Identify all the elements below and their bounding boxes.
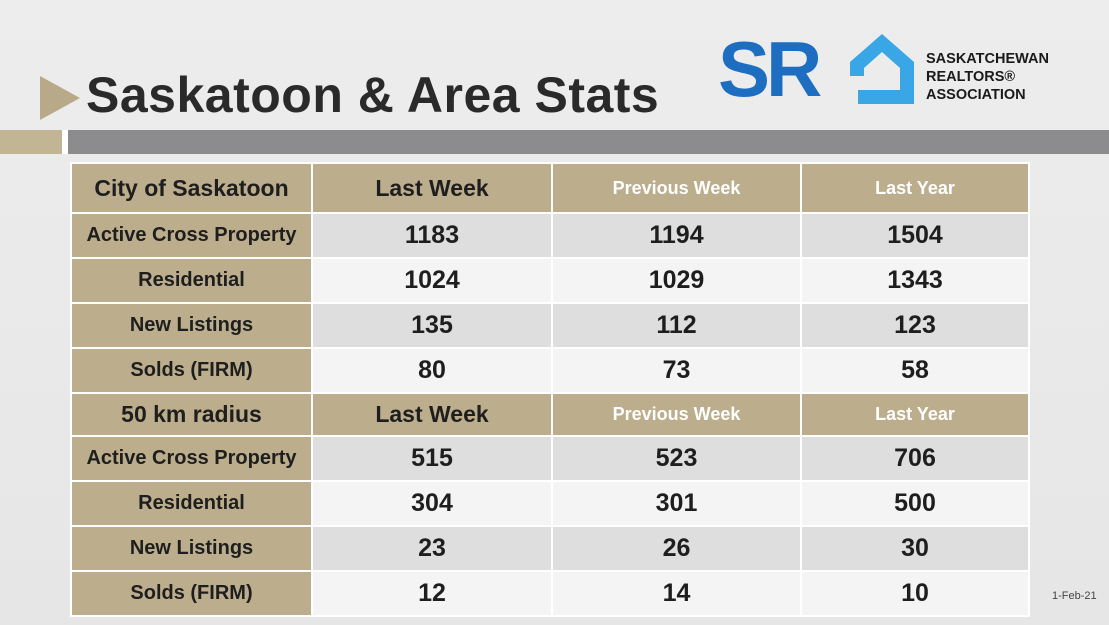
row-label: New Listings	[72, 527, 311, 570]
row-label: Active Cross Property	[72, 437, 311, 480]
cell-last-year: 1343	[802, 259, 1028, 302]
table-row: Residential 304 301 500	[72, 482, 1028, 525]
row-label: New Listings	[72, 304, 311, 347]
table-row: Active Cross Property 515 523 706	[72, 437, 1028, 480]
cell-last-week: 1024	[313, 259, 551, 302]
table-row: New Listings 23 26 30	[72, 527, 1028, 570]
cell-last-week: 12	[313, 572, 551, 615]
stats-table: City of Saskatoon Last Week Previous Wee…	[70, 162, 1030, 617]
cell-last-week: 80	[313, 349, 551, 392]
row-label: Active Cross Property	[72, 214, 311, 257]
cell-last-week: 23	[313, 527, 551, 570]
cell-last-week: 1183	[313, 214, 551, 257]
section-header-label: 50 km radius	[72, 394, 311, 435]
page-title: Saskatoon & Area Stats	[86, 67, 660, 123]
cell-previous-week: 523	[553, 437, 800, 480]
cell-last-week: 135	[313, 304, 551, 347]
column-header-last-year: Last Year	[802, 394, 1028, 435]
cell-last-year: 10	[802, 572, 1028, 615]
cell-previous-week: 26	[553, 527, 800, 570]
accent-bar-right	[68, 130, 1109, 154]
sra-logo: SR SASKATCHEWAN REALTORS® ASSOCIATION	[718, 28, 1088, 110]
row-label: Residential	[72, 482, 311, 525]
logo-letters: SR	[718, 25, 822, 113]
table-header-row: 50 km radius Last Week Previous Week Las…	[72, 394, 1028, 435]
cell-previous-week: 112	[553, 304, 800, 347]
row-label: Solds (FIRM)	[72, 349, 311, 392]
slide-date: 1-Feb-21	[1052, 590, 1097, 602]
cell-previous-week: 73	[553, 349, 800, 392]
cell-last-year: 706	[802, 437, 1028, 480]
table-row: Solds (FIRM) 80 73 58	[72, 349, 1028, 392]
table-row: Residential 1024 1029 1343	[72, 259, 1028, 302]
column-header-last-year: Last Year	[802, 164, 1028, 212]
cell-previous-week: 1194	[553, 214, 800, 257]
cell-last-week: 515	[313, 437, 551, 480]
cell-previous-week: 301	[553, 482, 800, 525]
column-header-last-week: Last Week	[313, 164, 551, 212]
cell-last-year: 58	[802, 349, 1028, 392]
section-header-label: City of Saskatoon	[72, 164, 311, 212]
logo-text: SASKATCHEWAN REALTORS® ASSOCIATION	[926, 50, 1049, 104]
table-row: Solds (FIRM) 12 14 10	[72, 572, 1028, 615]
title-arrow-icon	[40, 76, 80, 120]
cell-last-year: 500	[802, 482, 1028, 525]
house-icon	[850, 34, 914, 104]
cell-last-year: 1504	[802, 214, 1028, 257]
accent-bar-gap	[62, 130, 68, 154]
cell-last-year: 123	[802, 304, 1028, 347]
cell-last-week: 304	[313, 482, 551, 525]
cell-previous-week: 14	[553, 572, 800, 615]
row-label: Solds (FIRM)	[72, 572, 311, 615]
logo-line-2: REALTORS®	[926, 69, 1016, 85]
table-row: New Listings 135 112 123	[72, 304, 1028, 347]
logo-line-1: SASKATCHEWAN	[926, 51, 1049, 67]
column-header-last-week: Last Week	[313, 394, 551, 435]
column-header-previous-week: Previous Week	[553, 394, 800, 435]
table-row: Active Cross Property 1183 1194 1504	[72, 214, 1028, 257]
accent-bar-left	[0, 130, 62, 154]
cell-previous-week: 1029	[553, 259, 800, 302]
row-label: Residential	[72, 259, 311, 302]
table-header-row: City of Saskatoon Last Week Previous Wee…	[72, 164, 1028, 212]
column-header-previous-week: Previous Week	[553, 164, 800, 212]
cell-last-year: 30	[802, 527, 1028, 570]
logo-line-3: ASSOCIATION	[926, 87, 1026, 103]
